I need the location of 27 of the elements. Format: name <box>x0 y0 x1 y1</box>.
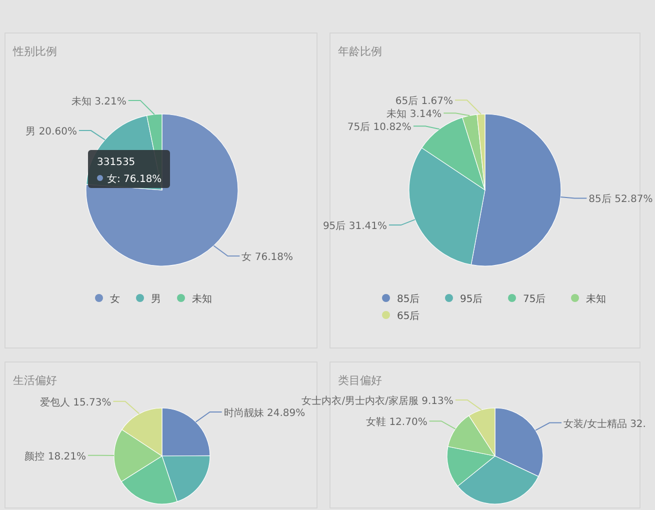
legend-label: 男 <box>151 294 161 305</box>
category-label: 75后 10.82% <box>347 122 412 134</box>
tooltip: 331535 女: 76.18% <box>88 150 170 188</box>
chart-title: 生活偏好 <box>13 374 57 387</box>
category-label: 未知 3.21% <box>71 96 126 108</box>
legend-label: 75后 <box>523 293 546 305</box>
category-label: 65后 1.67% <box>395 96 454 108</box>
category-label: 85后 52.87% <box>588 194 653 206</box>
chart-title: 类目偏好 <box>338 374 382 387</box>
chart-title: 年龄比例 <box>338 45 382 58</box>
category-label: 女 76.18% <box>242 252 294 263</box>
slice-label: 女鞋 12.70% <box>366 416 428 428</box>
category-label: 未知 3.14% <box>386 109 442 120</box>
slice-label: 颜控 18.21% <box>24 450 86 462</box>
category-label: 95后 31.41% <box>322 221 387 232</box>
category-label: 男 20.60% <box>26 126 77 138</box>
legend-label: 女 <box>110 293 120 305</box>
slice-label: 爱包人 15.73% <box>40 396 112 408</box>
slice-label: 女装/女士精品 32. <box>564 418 646 430</box>
legend-label: 未知 <box>192 293 212 305</box>
legend-label: 85后 <box>397 293 420 305</box>
slice-label: 女士内衣/男士内衣/家居服 9.13% <box>302 395 454 407</box>
legend-label: 65后 <box>397 310 420 322</box>
chart-title: 性别比例 <box>12 45 57 58</box>
slice-label: 时尚靓妹 24.89% <box>224 407 306 420</box>
legend-label: 95后 <box>460 293 483 305</box>
legend-label: 未知 <box>586 293 606 305</box>
